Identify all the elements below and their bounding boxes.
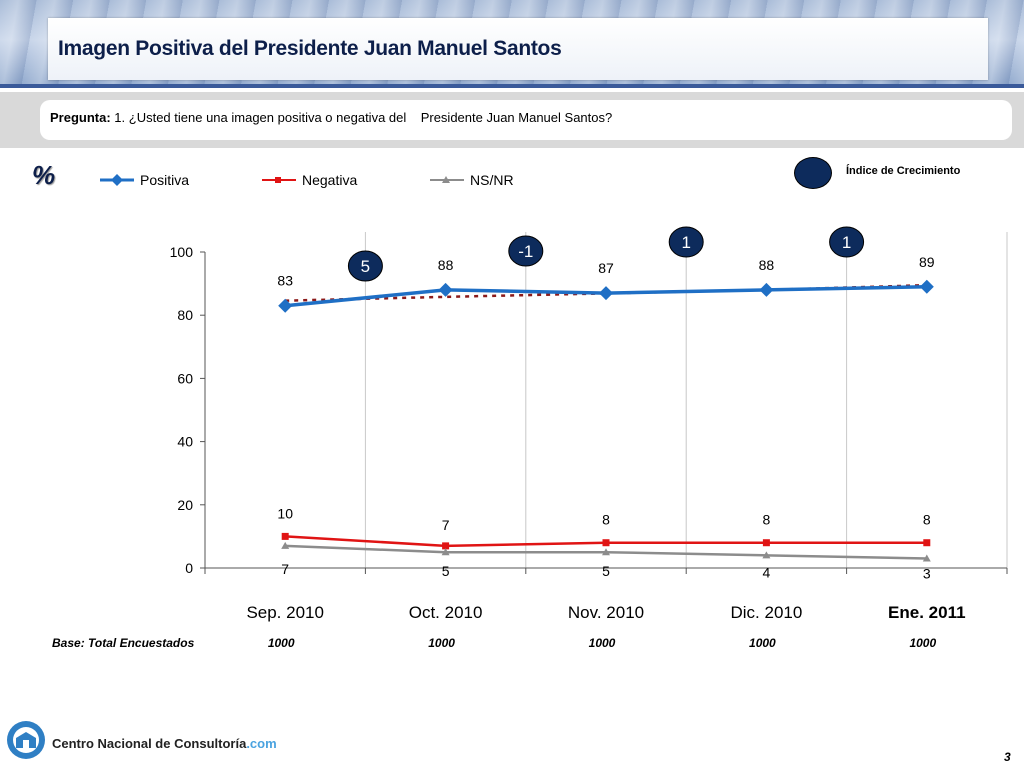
header-rule: [0, 84, 1024, 88]
y-tick-label-100: 100: [170, 244, 194, 260]
x-tick-label-2: Nov. 2010: [568, 603, 644, 622]
data-label-positiva-2: 87: [598, 260, 614, 276]
legend-marker-negativa: [262, 177, 296, 183]
x-tick-label-0: Sep. 2010: [246, 603, 324, 622]
legend-marker-nsnr: [430, 176, 464, 183]
point-positiva-3: [759, 282, 774, 297]
data-label-positiva-0: 83: [277, 273, 293, 289]
growth-index-legend-label: Índice de Crecimiento: [846, 165, 961, 177]
slide-title: Imagen Positiva del Presidente Juan Manu…: [58, 37, 562, 60]
point-negativa-2: [602, 539, 610, 547]
legend-label-negativa: Negativa: [302, 172, 358, 188]
data-label-nsnr-0: 7: [281, 561, 289, 577]
growth-value-0: 5: [361, 257, 370, 276]
base-value-2: 1000: [588, 636, 616, 650]
data-label-negativa-3: 8: [763, 512, 771, 528]
data-label-nsnr-3: 4: [763, 564, 771, 580]
legend-marker-positiva: [100, 174, 134, 186]
growth-value-2: 1: [681, 233, 690, 252]
x-tick-label-4: Ene. 2011: [888, 603, 966, 622]
point-negativa-3: [762, 539, 770, 547]
data-label-positiva-4: 89: [919, 254, 935, 270]
x-tick-label-1: Oct. 2010: [409, 603, 483, 622]
point-positiva-2: [599, 286, 613, 301]
point-positiva-0: [278, 298, 293, 313]
growth-value-1: -1: [518, 242, 533, 261]
percent-symbol: %: [32, 160, 56, 190]
question-label: Pregunta:: [50, 110, 111, 125]
org-name-text: Centro Nacional de Consultoría: [52, 736, 247, 751]
base-value-4: 1000: [909, 636, 937, 650]
point-negativa-1: [442, 542, 450, 550]
growth-index-legend-circle: [794, 157, 832, 189]
y-tick-label-60: 60: [177, 370, 193, 386]
data-label-positiva-1: 88: [438, 257, 454, 273]
data-label-nsnr-2: 5: [602, 563, 610, 579]
y-tick-label-80: 80: [177, 307, 193, 323]
y-tick-label-40: 40: [177, 434, 193, 450]
line-chart: 0 20 40 60 80 100 Sep. 2010 Oct. 2010 Nov. 2010 D…: [170, 226, 1008, 622]
point-nsnr-1: [441, 548, 450, 556]
point-nsnr-2: [602, 548, 610, 556]
point-nsnr-3: [762, 551, 771, 559]
legend-item-positiva: Positiva: [100, 168, 189, 192]
question-body: 1. ¿Usted tiene una imagen positiva o ne…: [114, 110, 613, 125]
data-label-negativa-0: 10: [277, 505, 293, 521]
data-label-nsnr-1: 5: [442, 563, 450, 579]
y-tick-label-20: 20: [177, 497, 193, 513]
page-number: 3: [1004, 750, 1011, 764]
x-tick-label-3: Dic. 2010: [730, 603, 802, 622]
data-label-negativa-1: 7: [442, 517, 450, 533]
cnc-logo-icon: [7, 721, 45, 759]
legend-item-negativa: Negativa: [262, 168, 357, 192]
point-positiva-1: [438, 282, 453, 297]
point-negativa-4: [923, 539, 931, 547]
legend-label-positiva: Positiva: [140, 172, 190, 188]
growth-bubble-0: [347, 250, 383, 282]
growth-bubble-3: [829, 226, 865, 258]
question-text: Pregunta: 1. ¿Usted tiene una imagen pos…: [50, 110, 612, 125]
base-label: Base: Total Encuestados: [52, 636, 195, 650]
legend-item-nsnr: NS/NR: [430, 168, 514, 192]
base-value-0: 1000: [267, 636, 295, 650]
legend-label-nsnr: NS/NR: [470, 172, 514, 188]
data-label-negativa-4: 8: [923, 512, 931, 528]
point-negativa-0: [281, 532, 289, 540]
title-box: Imagen Positiva del Presidente Juan Manu…: [48, 18, 988, 80]
point-nsnr-0: [281, 541, 290, 549]
point-positiva-4: [919, 279, 934, 294]
base-value-3: 1000: [749, 636, 776, 650]
base-value-1: 1000: [428, 636, 455, 650]
growth-bubble-2: [668, 226, 704, 258]
y-tick-label-0: 0: [185, 560, 193, 576]
question-box: Pregunta: 1. ¿Usted tiene una imagen pos…: [40, 100, 1012, 140]
growth-bubble-1: [508, 235, 544, 267]
point-nsnr-4: [922, 554, 931, 562]
org-name: Centro Nacional de Consultoría.com: [52, 736, 277, 751]
data-label-positiva-3: 88: [759, 257, 775, 273]
org-domain: .com: [246, 736, 277, 751]
data-label-negativa-2: 8: [602, 512, 610, 528]
data-label-nsnr-4: 3: [923, 566, 931, 582]
growth-value-3: 1: [842, 233, 851, 252]
